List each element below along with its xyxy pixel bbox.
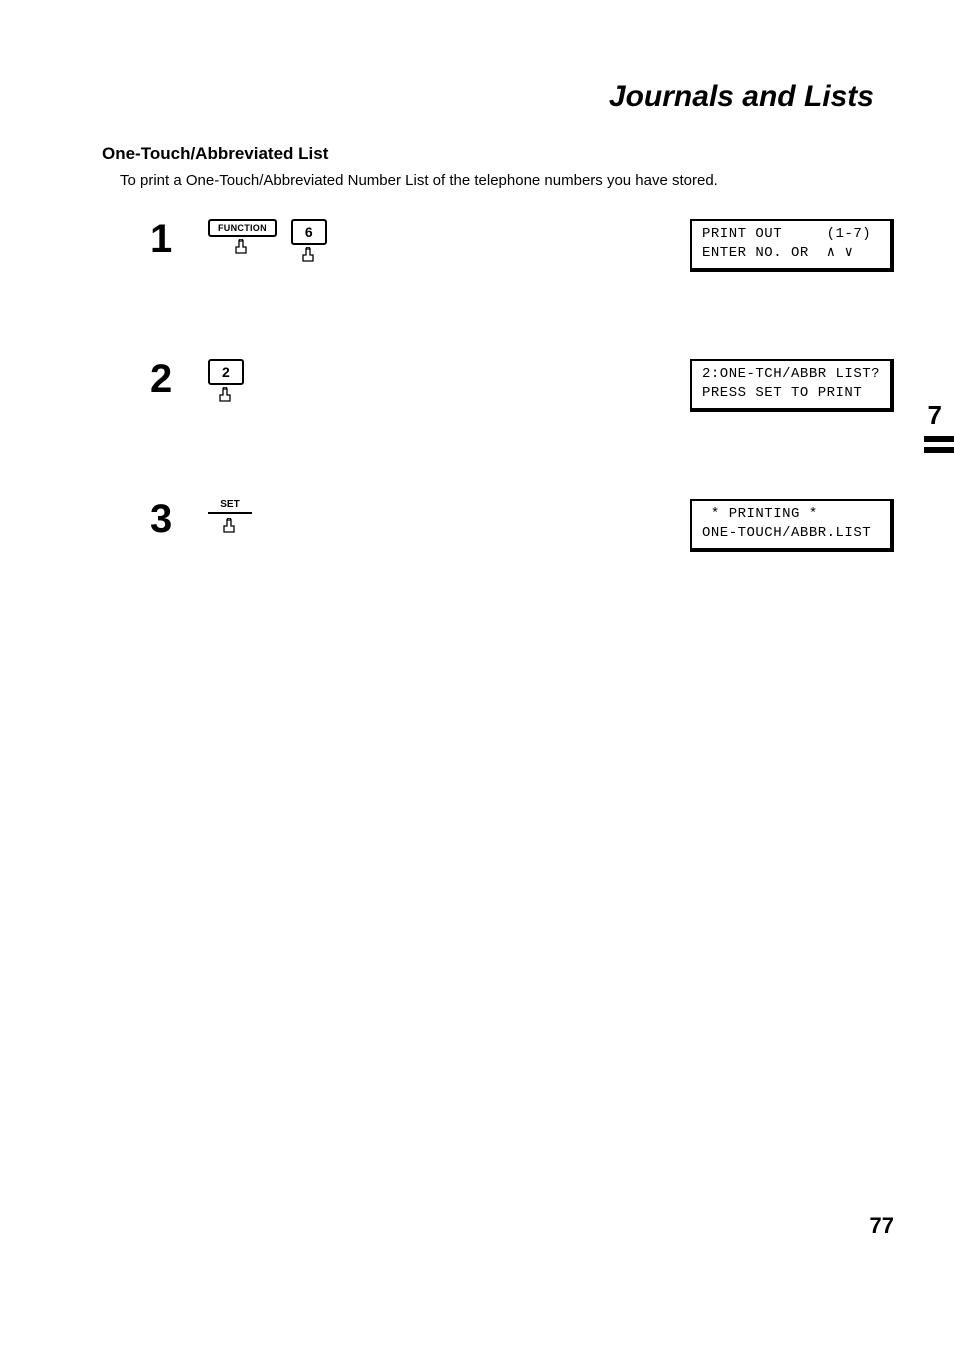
lcd-line1: 2:ONE-TCH/ABBR LIST? — [702, 366, 880, 382]
press-icon — [219, 518, 241, 536]
page-title: Journals and Lists — [90, 80, 874, 114]
step-1: 1 FUNCTION 6 PRINT OUT (1-7) ENTER NO. O… — [150, 219, 894, 279]
section-tab-number: 7 — [924, 400, 942, 431]
two-key-label: 2 — [208, 359, 244, 385]
section-intro: To print a One-Touch/Abbreviated Number … — [120, 172, 894, 189]
function-key-label: FUNCTION — [208, 219, 277, 237]
page-number: 77 — [870, 1213, 894, 1239]
function-key: FUNCTION — [208, 219, 277, 257]
set-key-label: SET — [220, 499, 239, 510]
set-key-line — [208, 512, 252, 514]
lcd-display-3: * PRINTING * ONE-TOUCH/ABBR.LIST — [690, 499, 894, 552]
six-key-label: 6 — [291, 219, 327, 245]
press-icon — [215, 387, 237, 405]
press-icon — [231, 239, 253, 257]
section-subtitle: One-Touch/Abbreviated List — [102, 144, 894, 164]
step-2: 2 2 2:ONE-TCH/ABBR LIST? PRESS SET TO PR… — [150, 359, 894, 419]
tab-bar-icon — [924, 436, 954, 442]
set-key: SET — [208, 499, 252, 536]
two-key: 2 — [208, 359, 244, 405]
tab-bar-icon — [924, 447, 954, 453]
section-tab: 7 — [924, 400, 954, 453]
lcd-display-2: 2:ONE-TCH/ABBR LIST? PRESS SET TO PRINT — [690, 359, 894, 412]
lcd-line1: * PRINTING * — [702, 506, 818, 522]
press-icon — [298, 247, 320, 265]
lcd-line2: ONE-TOUCH/ABBR.LIST — [702, 525, 871, 541]
lcd-line2: PRESS SET TO PRINT — [702, 385, 862, 401]
lcd-display-1: PRINT OUT (1-7) ENTER NO. OR ∧ ∨ — [690, 219, 894, 272]
six-key: 6 — [291, 219, 327, 265]
step-3: 3 SET * PRINTING * ONE-TOUCH/ABBR.LIST — [150, 499, 894, 559]
step-number: 3 — [150, 499, 190, 539]
lcd-line1: PRINT OUT (1-7) — [702, 226, 871, 242]
step-number: 1 — [150, 219, 190, 259]
step-number: 2 — [150, 359, 190, 399]
lcd-line2: ENTER NO. OR ∧ ∨ — [702, 245, 853, 261]
